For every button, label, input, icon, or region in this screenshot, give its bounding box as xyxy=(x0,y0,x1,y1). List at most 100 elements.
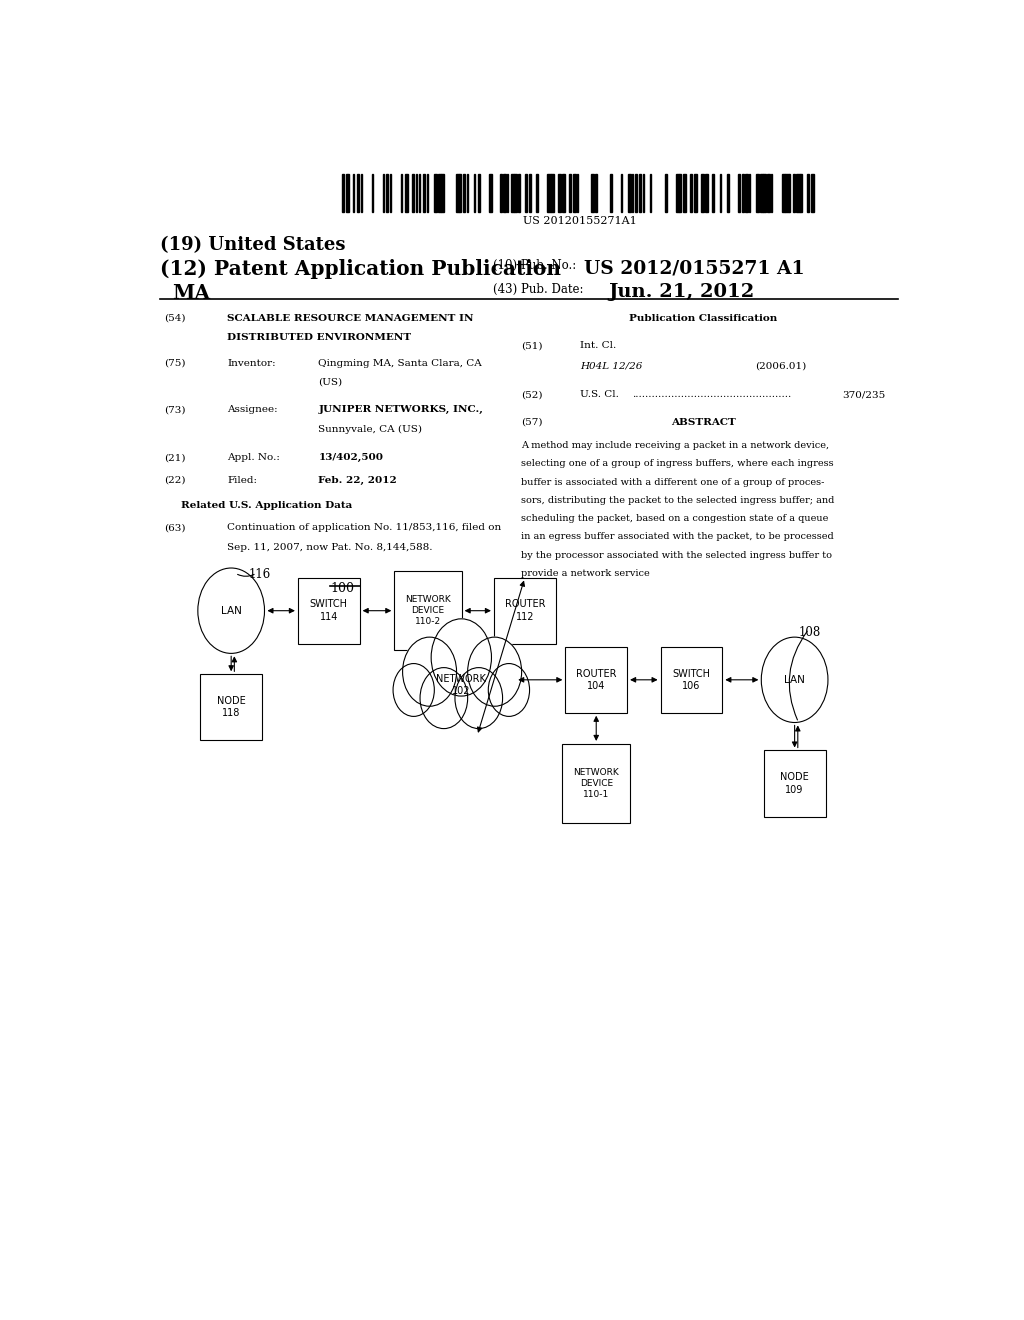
Text: in an egress buffer associated with the packet, to be processed: in an egress buffer associated with the … xyxy=(521,532,834,541)
Bar xyxy=(416,174,417,213)
Bar xyxy=(342,174,344,213)
Text: (73): (73) xyxy=(164,405,185,414)
FancyBboxPatch shape xyxy=(562,744,630,824)
Circle shape xyxy=(455,668,503,729)
Circle shape xyxy=(431,619,492,696)
Text: (51): (51) xyxy=(521,342,543,350)
Bar xyxy=(643,174,644,213)
Bar xyxy=(577,174,578,213)
Bar xyxy=(764,174,766,213)
Bar xyxy=(609,174,612,213)
Text: (54): (54) xyxy=(164,314,185,323)
Text: DISTRIBUTED ENVIRONMENT: DISTRIBUTED ENVIRONMENT xyxy=(227,333,412,342)
Text: .................................................: ........................................… xyxy=(632,391,792,399)
Text: Appl. No.:: Appl. No.: xyxy=(227,453,281,462)
Bar xyxy=(701,174,703,213)
Text: (21): (21) xyxy=(164,453,185,462)
Text: 100: 100 xyxy=(331,582,354,595)
Text: (12) Patent Application Publication: (12) Patent Application Publication xyxy=(160,259,561,279)
Bar xyxy=(639,174,641,213)
Bar xyxy=(749,174,751,213)
Bar xyxy=(511,174,513,213)
Bar xyxy=(771,174,772,213)
Text: U.S. Cl.: U.S. Cl. xyxy=(581,391,620,399)
Bar xyxy=(756,174,760,213)
Text: by the processor associated with the selected ingress buffer to: by the processor associated with the sel… xyxy=(521,550,831,560)
Bar xyxy=(767,174,769,213)
Bar xyxy=(562,174,565,213)
Bar xyxy=(741,174,744,213)
Text: Publication Classification: Publication Classification xyxy=(629,314,777,323)
Text: NODE
118: NODE 118 xyxy=(217,696,246,718)
Text: (US): (US) xyxy=(318,378,343,387)
Bar xyxy=(628,174,631,213)
Bar xyxy=(551,174,554,213)
Bar xyxy=(434,174,437,213)
Text: Related U.S. Application Data: Related U.S. Application Data xyxy=(181,500,352,510)
FancyBboxPatch shape xyxy=(764,751,825,817)
Bar xyxy=(785,174,788,213)
Bar xyxy=(456,174,459,213)
Text: Jun. 21, 2012: Jun. 21, 2012 xyxy=(608,284,755,301)
Bar xyxy=(357,174,359,213)
Bar xyxy=(460,174,461,213)
Bar xyxy=(412,174,415,213)
Text: Int. Cl.: Int. Cl. xyxy=(581,342,616,350)
Bar xyxy=(467,174,468,213)
Bar xyxy=(558,174,561,213)
Bar xyxy=(423,174,425,213)
Bar xyxy=(400,174,402,213)
Bar xyxy=(504,174,507,213)
Bar xyxy=(790,174,791,213)
Text: (22): (22) xyxy=(164,475,185,484)
Text: US 20120155271A1: US 20120155271A1 xyxy=(523,216,637,226)
Text: LAN: LAN xyxy=(784,675,805,685)
FancyBboxPatch shape xyxy=(298,578,359,644)
Bar xyxy=(419,174,421,213)
Bar xyxy=(573,174,575,213)
Bar xyxy=(427,174,428,213)
Bar xyxy=(360,174,361,213)
Text: ROUTER
112: ROUTER 112 xyxy=(505,599,545,622)
Bar xyxy=(537,174,539,213)
Text: LAN: LAN xyxy=(221,606,242,615)
Text: (10) Pub. No.:: (10) Pub. No.: xyxy=(494,259,577,272)
Text: JUNIPER NETWORKS, INC.,: JUNIPER NETWORKS, INC., xyxy=(318,405,483,414)
Text: NETWORK
DEVICE
110-2: NETWORK DEVICE 110-2 xyxy=(406,595,451,626)
Text: (52): (52) xyxy=(521,391,543,399)
Circle shape xyxy=(393,664,434,717)
FancyBboxPatch shape xyxy=(660,647,722,713)
Bar xyxy=(353,174,354,213)
Bar xyxy=(760,174,763,213)
Circle shape xyxy=(468,638,521,706)
Text: NETWORK
DEVICE
110-1: NETWORK DEVICE 110-1 xyxy=(573,768,620,799)
Text: Qingming MA, Santa Clara, CA: Qingming MA, Santa Clara, CA xyxy=(318,359,482,368)
Bar xyxy=(386,174,388,213)
FancyBboxPatch shape xyxy=(565,647,627,713)
Text: Inventor:: Inventor: xyxy=(227,359,275,368)
Bar xyxy=(797,174,800,213)
Bar xyxy=(463,174,465,213)
Bar xyxy=(478,174,480,213)
Bar xyxy=(811,174,814,213)
Text: scheduling the packet, based on a congestion state of a queue: scheduling the packet, based on a conges… xyxy=(521,515,828,523)
Bar xyxy=(441,174,443,213)
Text: provide a network service: provide a network service xyxy=(521,569,649,578)
Text: Sunnyvale, CA (US): Sunnyvale, CA (US) xyxy=(318,425,423,434)
Text: Filed:: Filed: xyxy=(227,475,257,484)
Bar xyxy=(694,174,697,213)
Bar xyxy=(650,174,651,213)
Text: 13/402,500: 13/402,500 xyxy=(318,453,383,462)
Bar xyxy=(727,174,729,213)
Circle shape xyxy=(488,664,529,717)
Bar xyxy=(679,174,681,213)
Bar xyxy=(781,174,785,213)
Bar xyxy=(383,174,384,213)
Text: Continuation of application No. 11/853,116, filed on: Continuation of application No. 11/853,1… xyxy=(227,523,502,532)
Text: MA: MA xyxy=(172,284,210,304)
Text: 116: 116 xyxy=(249,568,271,581)
Text: H04L 12/26: H04L 12/26 xyxy=(581,362,643,371)
Text: SWITCH
106: SWITCH 106 xyxy=(673,669,711,690)
Bar xyxy=(676,174,679,213)
FancyBboxPatch shape xyxy=(494,578,556,644)
